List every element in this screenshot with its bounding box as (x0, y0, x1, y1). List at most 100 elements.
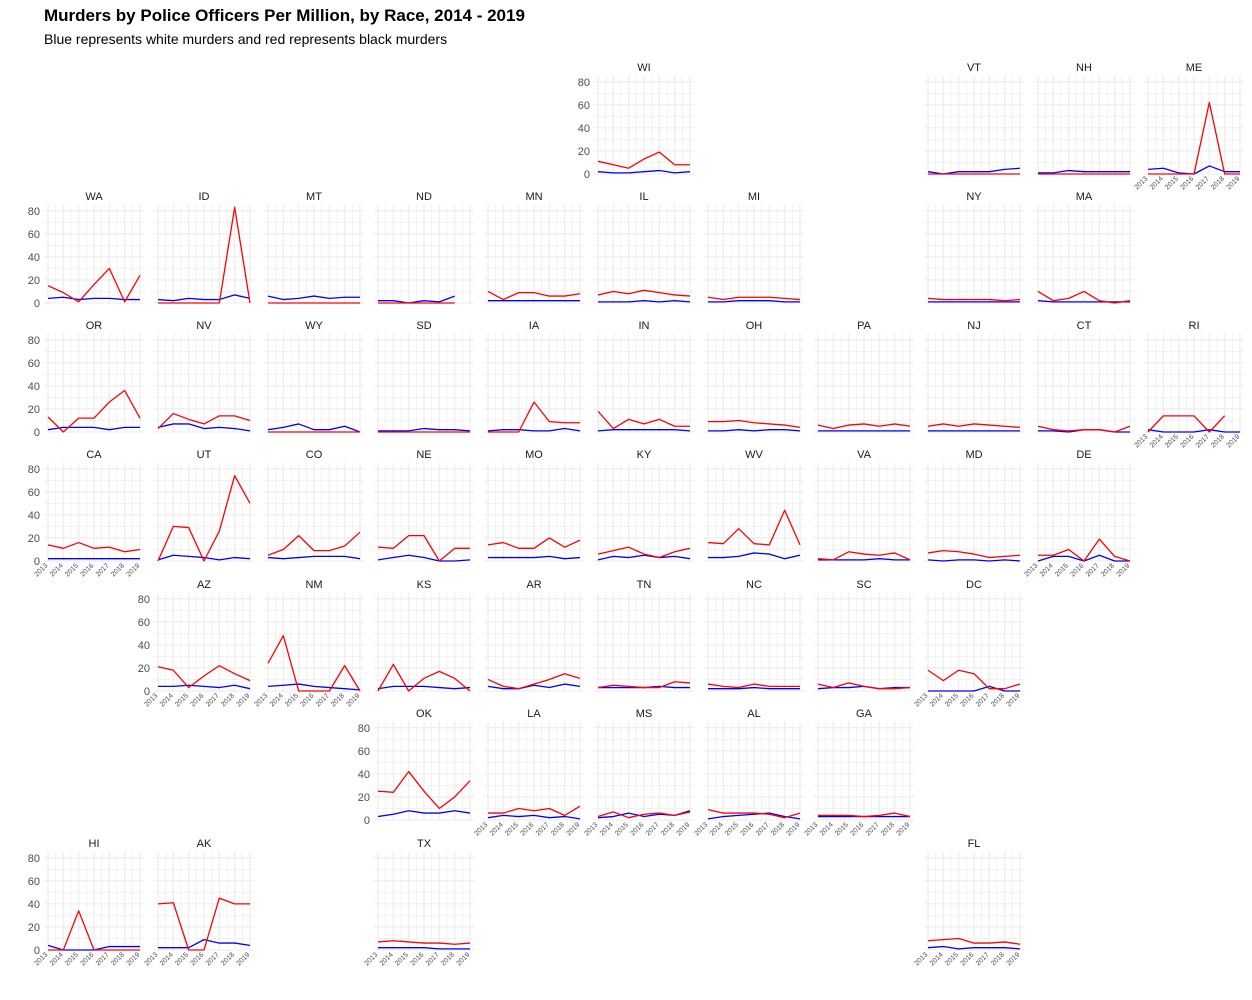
y-tick-label: 20 (28, 404, 40, 416)
x-tick-label: 2016 (189, 692, 205, 708)
chart-subtitle: Blue represents white murders and red re… (44, 31, 448, 47)
y-tick-label: 20 (138, 663, 150, 675)
series-line-black (1038, 538, 1131, 562)
x-tick-label: 2016 (79, 562, 95, 578)
series-line-white (158, 684, 251, 690)
x-tick-label: 2018 (440, 951, 456, 967)
panel-ny: NY (924, 191, 1024, 304)
y-tick-label: 0 (34, 556, 40, 568)
series-line-white (597, 169, 691, 174)
panel-label: GA (856, 708, 873, 720)
panel-label: NH (1076, 62, 1092, 74)
y-tick-label: 60 (358, 746, 370, 758)
x-tick-label: 2017 (975, 951, 991, 967)
x-tick-label: 2017 (865, 821, 881, 837)
panel-label: KS (417, 579, 432, 591)
chart-header: Murders by Police Officers Per Million, … (44, 6, 525, 47)
panel-label: SD (416, 320, 431, 332)
panel-label: ME (1186, 62, 1203, 74)
panel-label: AL (747, 708, 760, 720)
x-tick-label: 2015 (944, 951, 960, 967)
panel-label: SC (856, 579, 871, 591)
x-tick-label: 2014 (269, 692, 285, 708)
series-line-black (377, 940, 471, 945)
panel-label: PA (857, 320, 872, 332)
series-line-white (47, 426, 140, 431)
series-line-white (378, 427, 471, 432)
x-tick-label: 2017 (1195, 175, 1211, 191)
panel-wv: WV (704, 449, 804, 562)
series-line-black (597, 151, 690, 169)
x-tick-label: 2013 (1133, 175, 1149, 191)
x-tick-label: 2014 (709, 821, 725, 837)
x-tick-label: 2018 (990, 951, 1006, 967)
x-tick-label: 2016 (739, 821, 755, 837)
x-tick-label: 2015 (614, 821, 630, 837)
series-line-white (487, 683, 581, 690)
panel-label: CO (306, 449, 323, 461)
series-line-white (267, 423, 361, 433)
series-line-black (157, 475, 251, 562)
x-tick-label: 2015 (1054, 562, 1070, 578)
y-tick-label: 80 (28, 853, 40, 865)
panel-label: MT (306, 191, 322, 203)
series-line-white (267, 683, 361, 691)
series-line-black (377, 770, 471, 810)
panel-label: LA (527, 708, 541, 720)
y-tick-label: 40 (28, 252, 40, 264)
panel-label: MI (748, 191, 760, 203)
panel-nh: NH (1034, 62, 1134, 175)
panel-co: CO (264, 449, 364, 562)
panel-dc: DC 2013 2014 2015 2016 2017 2018 2019 (913, 579, 1024, 708)
series-line-white (487, 814, 581, 820)
x-tick-label: 2019 (235, 951, 251, 967)
panel-or: OR 0 20 40 60 80 (28, 320, 144, 439)
panel-nm: NM 2013 2014 2015 2016 2017 2018 2019 (253, 579, 364, 708)
x-tick-label: 2015 (1164, 433, 1180, 449)
y-tick-label: 60 (138, 617, 150, 629)
series-line-black (1147, 415, 1226, 433)
series-line-black (927, 937, 1021, 945)
panel-label: WY (305, 320, 323, 332)
panel-ct: CT (1034, 320, 1134, 433)
y-tick-label: 80 (578, 77, 590, 89)
panel-mn: MN (484, 191, 584, 304)
x-tick-label: 2017 (1085, 562, 1101, 578)
series-line-black (377, 663, 471, 692)
panel-ut: UT (154, 449, 254, 562)
panel-nd: ND (374, 191, 474, 304)
series-line-white (267, 555, 361, 560)
series-line-black (817, 551, 911, 561)
x-tick-label: 2014 (1039, 562, 1055, 578)
x-tick-label: 2016 (1179, 175, 1195, 191)
panel-ri: RI 2013 2014 2015 2016 2017 2018 2019 (1133, 320, 1244, 449)
panel-label: IN (639, 320, 650, 332)
x-tick-label: 2019 (675, 821, 691, 837)
x-tick-label: 2014 (49, 951, 65, 967)
panel-va: VA (814, 449, 914, 562)
x-tick-label: 2017 (645, 821, 661, 837)
x-tick-label: 2019 (1225, 175, 1241, 191)
series-line-black (47, 541, 141, 553)
series-line-white (157, 423, 251, 432)
x-tick-label: 2018 (1210, 433, 1226, 449)
series-line-white (487, 427, 581, 432)
panel-al: AL 2013 2014 2015 2016 2017 2018 2019 (693, 708, 804, 837)
x-tick-label: 2017 (95, 951, 111, 967)
y-tick-label: 80 (28, 206, 40, 218)
x-tick-label: 2013 (143, 951, 159, 967)
x-tick-label: 2018 (110, 951, 126, 967)
series-line-white (597, 554, 691, 561)
x-tick-label: 2017 (205, 692, 221, 708)
x-tick-label: 2019 (125, 562, 141, 578)
x-tick-label: 2016 (629, 821, 645, 837)
panel-label: VA (857, 449, 872, 461)
y-tick-label: 40 (28, 899, 40, 911)
series-line-white (267, 295, 360, 301)
panel-ky: KY (594, 449, 694, 562)
series-line-white (708, 429, 801, 432)
panel-ok: OK 0 20 40 60 80 (358, 708, 474, 827)
x-tick-label: 2016 (849, 821, 865, 837)
panel-label: WV (745, 449, 763, 461)
panel-label: NJ (967, 320, 980, 332)
